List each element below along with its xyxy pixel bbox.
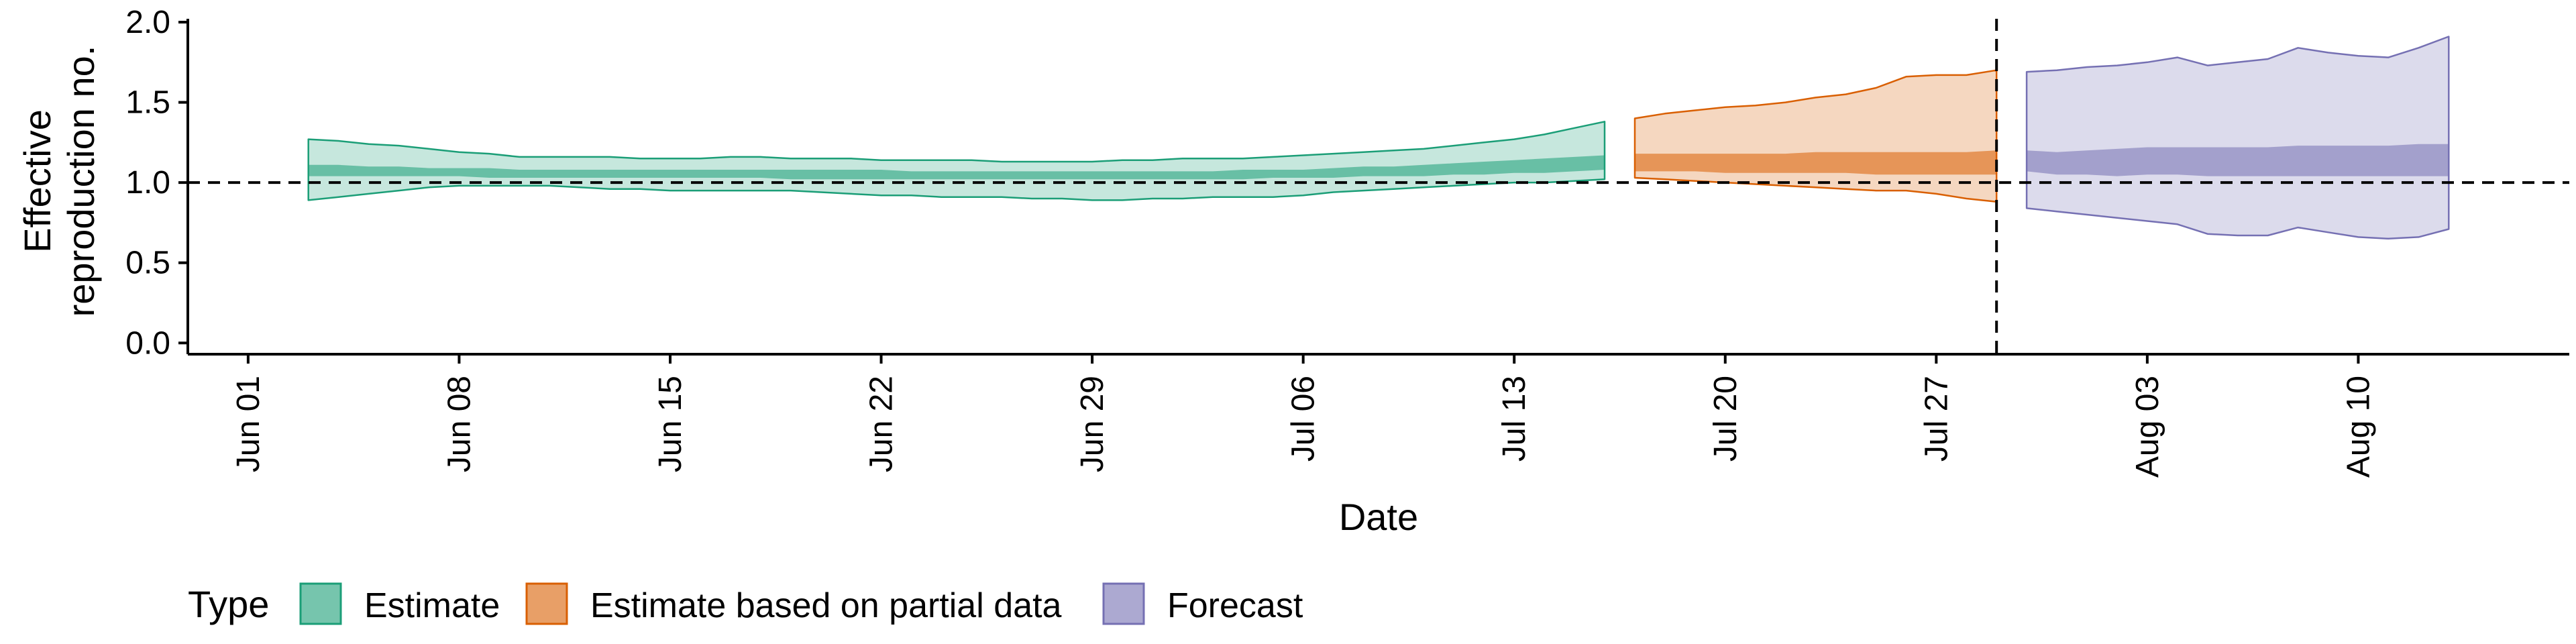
x-tick-label: Jun 08 — [441, 376, 477, 472]
legend-key-partial — [525, 582, 568, 625]
x-tick-label: Jul 13 — [1497, 376, 1532, 462]
x-tick-label: Jun 15 — [653, 376, 688, 472]
series-0-ci50-band — [308, 155, 1605, 180]
y-axis-title: Effective — [16, 109, 58, 253]
y-tick-label: 1.5 — [125, 85, 170, 121]
series-2-ci50-band — [2027, 144, 2449, 176]
plot-area — [188, 19, 2569, 354]
series-1-ci50-band — [1635, 150, 1997, 175]
legend-label-estimate: Estimate — [364, 586, 500, 625]
x-tick-label: Jun 01 — [231, 376, 266, 472]
y-tick-label: 2.0 — [125, 5, 170, 40]
y-tick-label: 1.0 — [125, 165, 170, 201]
x-tick-label: Jun 22 — [864, 376, 900, 472]
legend-title: Type — [188, 583, 269, 625]
legend-key-estimate — [299, 582, 342, 625]
y-tick-label: 0.5 — [125, 246, 170, 281]
x-tick-label: Jul 27 — [1919, 376, 1954, 462]
x-tick-label: Aug 03 — [2130, 376, 2165, 478]
legend: Type Estimate Estimate based on partial … — [188, 582, 1303, 625]
x-tick-label: Jun 29 — [1075, 376, 1110, 472]
legend-label-partial: Estimate based on partial data — [590, 586, 1062, 625]
x-tick-label: Jul 20 — [1708, 376, 1743, 462]
x-tick-label: Aug 10 — [2341, 376, 2376, 478]
legend-label-forecast: Forecast — [1167, 586, 1303, 625]
series-2-ci90-band — [2025, 36, 2450, 240]
y-tick-label: 0.0 — [125, 325, 170, 361]
x-tick-label: Jul 06 — [1286, 376, 1322, 462]
axes: 0.0 0.5 1.0 1.5 2.0 Jun 01 Jun 08 Jun 15 Jun 22 J… — [125, 5, 2569, 478]
series-0-ci90-band — [307, 121, 1606, 201]
legend-key-forecast — [1102, 582, 1145, 625]
y-axis-title-line2: reproduction no. — [60, 46, 102, 317]
x-axis-title: Date — [1339, 496, 1418, 538]
